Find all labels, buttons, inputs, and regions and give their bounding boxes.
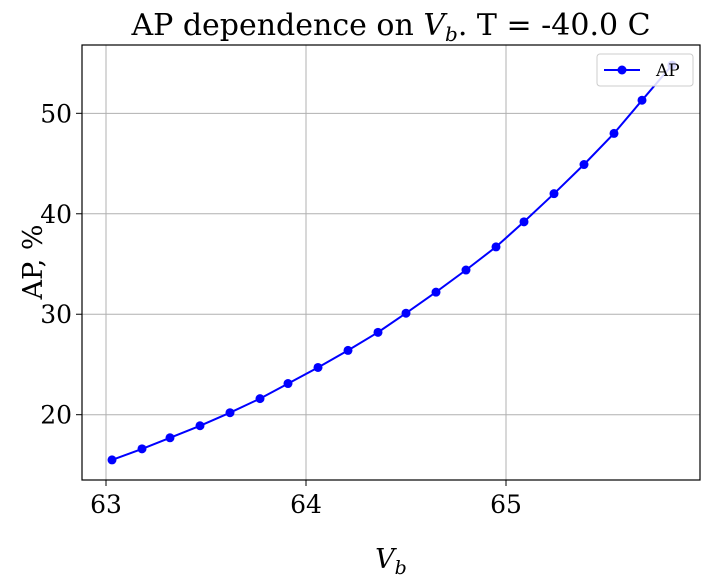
legend-label: AP bbox=[655, 61, 680, 81]
data-point bbox=[491, 242, 501, 252]
x-tick-label: 63 bbox=[90, 490, 122, 519]
x-axis-label: Vb bbox=[375, 544, 407, 579]
data-point bbox=[313, 362, 323, 372]
grid bbox=[82, 45, 700, 480]
x-tick-label: 65 bbox=[490, 490, 522, 519]
chart-title: AP dependence on Vb. T = -40.0 C bbox=[130, 8, 650, 46]
y-tick-label: 30 bbox=[40, 300, 72, 329]
data-point bbox=[373, 327, 383, 337]
data-point bbox=[283, 379, 293, 389]
data-point bbox=[107, 455, 117, 465]
data-point bbox=[609, 128, 619, 138]
axis-ticks: 63 64 65 20 30 40 50 bbox=[40, 99, 522, 519]
y-tick-label: 50 bbox=[40, 99, 72, 128]
data-point bbox=[225, 408, 235, 418]
data-point bbox=[165, 433, 175, 443]
data-point bbox=[549, 189, 559, 199]
y-tick-label: 20 bbox=[40, 401, 72, 430]
data-point bbox=[401, 308, 411, 318]
legend: AP bbox=[596, 53, 694, 87]
y-tick-label: 40 bbox=[40, 200, 72, 229]
data-point bbox=[579, 160, 589, 170]
data-point bbox=[343, 345, 353, 355]
series-line-ap bbox=[111, 64, 673, 461]
legend-box bbox=[596, 53, 694, 87]
series-layer bbox=[107, 60, 677, 465]
data-point bbox=[637, 95, 647, 105]
data-point bbox=[137, 444, 147, 454]
data-point bbox=[431, 287, 441, 297]
data-point bbox=[519, 217, 529, 227]
legend-marker bbox=[617, 65, 627, 75]
data-point bbox=[461, 265, 471, 275]
plot-frame bbox=[81, 44, 701, 481]
x-tick-label: 64 bbox=[290, 490, 322, 519]
y-axis-label: AP, % bbox=[18, 224, 49, 300]
data-point bbox=[255, 394, 265, 404]
data-point bbox=[195, 421, 205, 431]
